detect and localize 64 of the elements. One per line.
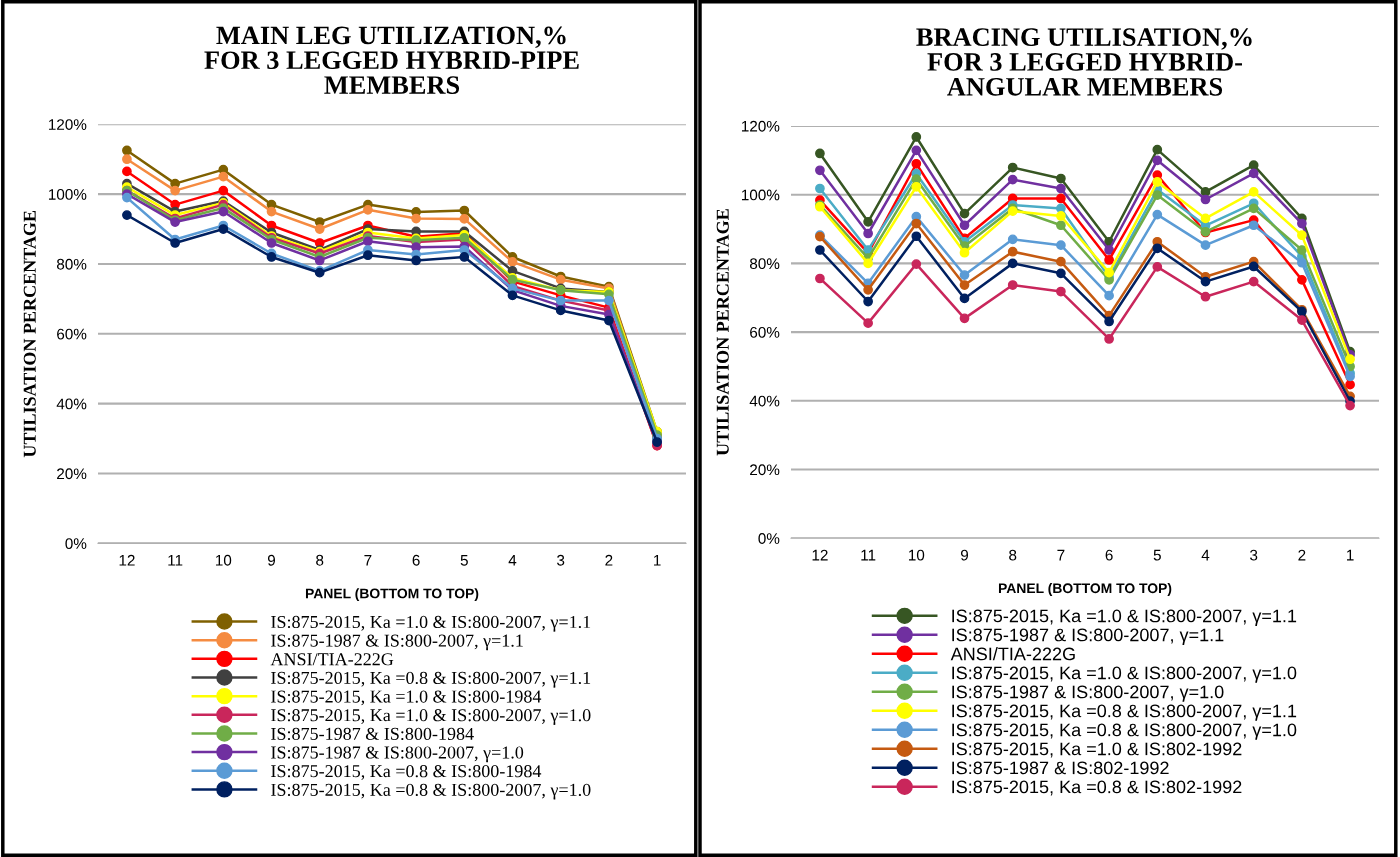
x-tick-label: 11: [168, 555, 183, 566]
legend-label: IS:875-1987 & IS:800-2007, γ=1.1: [271, 634, 523, 651]
legend-label: ANSI/TIA-222G: [270, 653, 394, 666]
legend-label: IS:875-2015, Ka =1.0 & IS:802-1992: [952, 742, 1242, 758]
x-tick-label: 3: [557, 554, 565, 566]
x-tick-label: 6: [412, 554, 420, 566]
legend-label: IS:875-2015, Ka =1.0 & IS:800-2007, γ=1.0: [952, 666, 1297, 683]
y-tick-label: 100%: [741, 189, 780, 201]
y-tick-label: 0%: [65, 538, 87, 550]
legend-label: IS:875-1987 & IS:800-1984: [271, 727, 474, 741]
y-tick-label: 40%: [749, 395, 780, 407]
x-tick-label: 7: [1057, 549, 1065, 561]
x-tick-label: 2: [1298, 549, 1306, 561]
x-tick-label: 1: [1347, 549, 1354, 561]
y-tick-label: 100%: [48, 188, 87, 200]
x-tick-label: 9: [267, 554, 276, 566]
x-axis-title: PANEL (BOTTOM TO TOP): [305, 588, 479, 602]
x-tick-label: 10: [908, 549, 925, 561]
x-tick-label: 7: [364, 555, 372, 566]
chart-title: MAIN LEG UTILIZATION,% FOR 3 LEGGED HYBRID-PIPE MEMBERS: [204, 26, 579, 94]
legend-label: IS:875-2015, Ka =1.0 & IS:800-2007, γ=1.0: [271, 709, 591, 725]
y-tick-label: 0%: [758, 533, 780, 544]
y-tick-label: 80%: [56, 258, 87, 270]
y-tick-label: 60%: [57, 328, 87, 340]
y-tick-label: 80%: [749, 258, 780, 270]
legend-label: IS:875-2015, Ka =0.8 & IS:800-2007, γ=1.1: [271, 671, 591, 688]
y-axis-title: UTILISATION PERCENTAGE: [716, 209, 729, 456]
x-tick-label: 1: [654, 555, 661, 566]
legend-label: IS:875-2015, Ka =1.0 & IS:800-2007, γ=1.1: [952, 609, 1297, 626]
y-tick-label: 20%: [750, 464, 780, 476]
x-tick-label: 11: [861, 549, 876, 561]
legend-label: IS:875-1987 & IS:800-2007, γ=1.0: [952, 685, 1224, 702]
chart-title: BRACING UTILISATION,% FOR 3 LEGGED HYBRID- ANGULAR MEMBERS: [916, 28, 1252, 96]
x-tick-label: 9: [960, 549, 969, 561]
x-tick-label: 8: [1009, 549, 1017, 561]
legend-label: IS:875-1987 & IS:800-2007, γ=1.1: [952, 628, 1224, 645]
legend-label: IS:875-2015, Ka =0.8 & IS:800-2007, γ=1.1: [952, 704, 1297, 721]
x-tick-label: 10: [215, 554, 232, 566]
y-tick-label: 120%: [741, 120, 780, 132]
legend-label: IS:875-2015, Ka =0.8 & IS:800-2007, γ=1.0: [952, 723, 1297, 740]
y-axis-title: UTILISATION PERCENTAGE: [23, 210, 36, 458]
legend-label: IS:875-2015, Ka =0.8 & IS:800-1984: [271, 765, 542, 780]
legend-label: IS:875-2015, Ka =0.8 & IS:802-1992: [952, 780, 1242, 796]
legend-label: ANSI/TIA-222G: [950, 647, 1075, 661]
x-tick-label: 5: [460, 555, 468, 566]
legend-label: IS:875-2015, Ka =0.8 & IS:800-2007, γ=1.0: [271, 783, 591, 800]
x-tick-label: 12: [812, 549, 828, 561]
legend-label: IS:875-2015, Ka =1.0 & IS:800-1984: [271, 690, 542, 706]
x-tick-label: 12: [119, 554, 135, 566]
legend-label: IS:875-1987 & IS:800-2007, γ=1.0: [271, 746, 524, 763]
y-tick-label: 60%: [750, 326, 780, 338]
x-tick-label: 8: [316, 554, 324, 566]
y-tick-label: 120%: [48, 119, 87, 130]
y-tick-label: 20%: [57, 468, 87, 480]
x-axis-title: PANEL (BOTTOM TO TOP): [998, 582, 1172, 596]
x-tick-label: 6: [1105, 549, 1113, 561]
x-tick-label: 5: [1153, 549, 1161, 561]
legend-label: IS:875-1987 & IS:802-1992: [952, 761, 1169, 775]
x-tick-label: 4: [508, 555, 517, 566]
x-tick-label: 2: [605, 554, 613, 566]
y-tick-label: 40%: [56, 398, 87, 410]
legend-label: IS:875-2015, Ka =1.0 & IS:800-2007, γ=1.1: [271, 615, 591, 632]
x-tick-label: 4: [1201, 549, 1210, 561]
x-tick-label: 3: [1250, 549, 1258, 561]
